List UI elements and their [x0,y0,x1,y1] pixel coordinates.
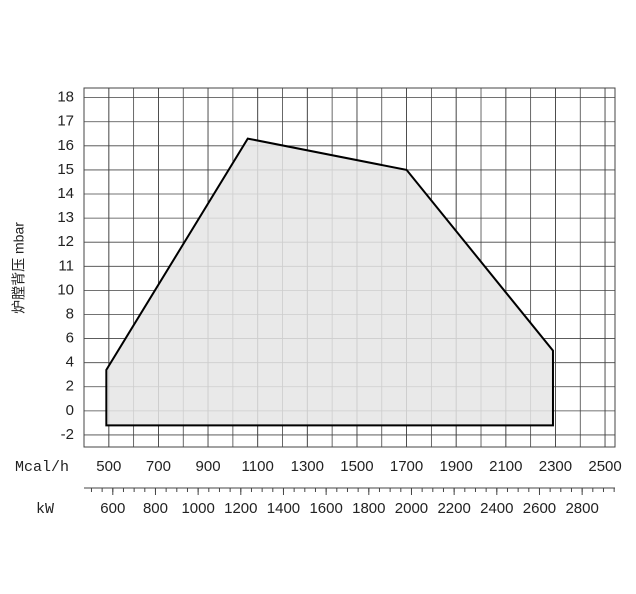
x2-tick-label: 1000 [181,500,214,517]
y-tick-label: 11 [58,257,74,274]
y-tick-label: 18 [57,89,74,106]
y-axis-label: 炉膛背压 mbar [11,222,27,314]
y-tick-label: -2 [61,426,74,443]
x2-tick-label: 1400 [267,500,300,517]
x2-tick-label: 1200 [224,500,257,517]
y-tick-label: 15 [57,161,74,178]
x2-tick-label: 2600 [523,500,556,517]
y-tick-label: 17 [57,113,74,130]
plot-frame [83,87,616,448]
working-range [105,137,554,427]
x2-tick-label: 1600 [309,500,342,517]
x2-tick-label: 2400 [480,500,513,517]
y-tick-label: 14 [57,185,74,202]
x-axis-label: Mcal/h [15,459,69,476]
x2-tick-label: 2000 [395,500,428,517]
y-tick-label: 2 [66,378,74,395]
x-tick-label: 1500 [340,458,373,475]
x-tick-label: 2300 [539,458,572,475]
y-tick-label: 8 [66,305,74,322]
x2-tick-label: 600 [100,500,125,517]
y-tick-label: 16 [57,137,74,154]
x-tick-label: 1900 [440,458,473,475]
y-tick-label: 4 [66,354,74,371]
x-tick-label: 500 [96,458,121,475]
x2-tick-label: 2200 [437,500,470,517]
y-tick-label: 10 [57,281,74,298]
x-tick-label: 2500 [588,458,621,475]
y-tick-label: 6 [66,330,74,347]
x2-tick-label: 2800 [565,500,598,517]
x-tick-label: 2100 [489,458,522,475]
x2-tick-label: 1800 [352,500,385,517]
x-tick-label: 900 [196,458,221,475]
x-tick-label: 1300 [291,458,324,475]
x-tick-label: 1700 [390,458,423,475]
y-tick-label: 13 [57,209,74,226]
x-tick-label: 700 [146,458,171,475]
x-tick-label: 1100 [242,458,274,475]
x2-axis-label: kW [36,501,54,518]
y-tick-label: 12 [57,233,74,250]
y-tick-label: 0 [66,402,74,419]
x2-tick-label: 800 [143,500,168,517]
